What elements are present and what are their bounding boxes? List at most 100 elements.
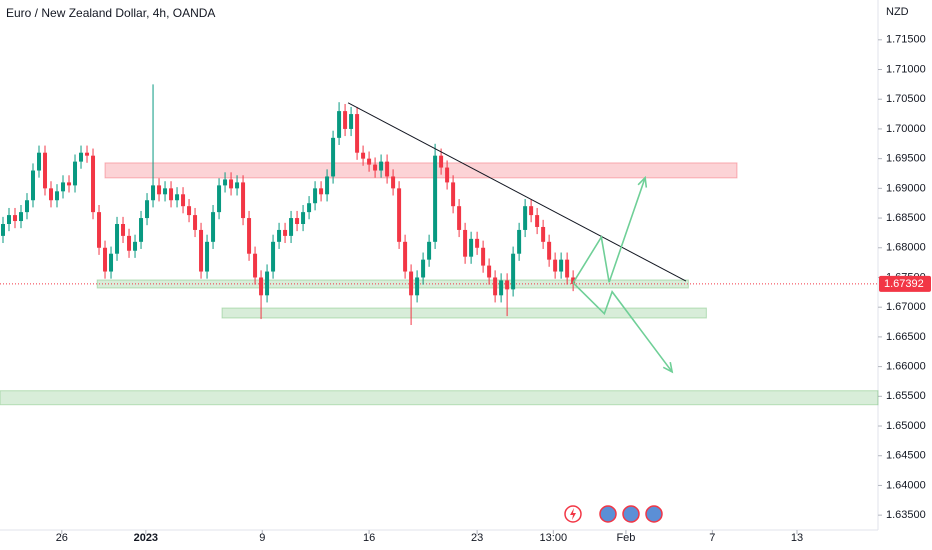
candle-body <box>313 188 318 204</box>
candle-body <box>103 247 108 272</box>
candle-body <box>133 241 138 251</box>
candle-body <box>451 182 456 207</box>
candle-body <box>559 259 564 272</box>
candle-body <box>319 188 324 195</box>
candle-body <box>235 182 240 189</box>
y-tick-label: 1.70000 <box>886 123 926 135</box>
candle-body <box>85 152 90 156</box>
arrow-head <box>637 175 648 188</box>
candle-body <box>109 253 114 272</box>
y-tick-label: 1.68500 <box>886 212 926 224</box>
candle-body <box>229 179 234 189</box>
candle-body <box>31 170 36 201</box>
candle-body <box>355 114 360 153</box>
candle-body <box>415 277 420 296</box>
candle-body <box>253 253 258 278</box>
candle-body <box>475 238 480 248</box>
x-tick-label: 26 <box>56 532 68 544</box>
candle-body <box>481 247 486 266</box>
projection-arrow <box>572 282 673 373</box>
candle-body <box>61 182 66 192</box>
projection-arrow <box>572 177 646 284</box>
candle-body <box>97 212 102 248</box>
y-tick-label: 1.69500 <box>886 153 926 165</box>
candle-body <box>91 155 96 213</box>
y-tick-label: 1.69000 <box>886 182 926 194</box>
candle-body <box>421 259 426 278</box>
candle-body <box>13 215 18 222</box>
x-tick-label: 2023 <box>134 532 158 544</box>
y-axis-label: NZD <box>886 6 909 18</box>
candle-body <box>511 253 516 290</box>
y-tick-label: 1.66000 <box>886 361 926 373</box>
indicator-icons[interactable] <box>564 505 663 523</box>
candle-body <box>361 152 366 159</box>
candle-body <box>529 206 534 216</box>
event-icon[interactable] <box>599 505 617 523</box>
candle-body <box>373 164 378 171</box>
candle-body <box>55 191 60 201</box>
event-icon[interactable] <box>622 505 640 523</box>
candle-body <box>457 206 462 230</box>
y-tick-label: 1.71000 <box>886 63 926 75</box>
candle-body <box>241 182 246 219</box>
last-price-box <box>879 275 931 292</box>
trendline <box>347 102 687 282</box>
candle-body <box>127 235 132 251</box>
candle-body <box>517 229 522 254</box>
candle-body <box>493 277 498 296</box>
y-tick-label: 1.68000 <box>886 242 926 254</box>
candle-body <box>49 188 54 201</box>
candle-body <box>463 229 468 257</box>
candle-body <box>271 241 276 272</box>
price-zone <box>104 162 738 179</box>
candle-body <box>409 271 414 296</box>
candle-body <box>349 114 354 129</box>
alert-icon-bolt <box>570 508 576 520</box>
candle-body <box>211 212 216 242</box>
candle-body <box>505 280 510 290</box>
candle-body <box>7 215 12 225</box>
y-tick-label: 1.70500 <box>886 93 926 105</box>
y-tick-label: 1.63500 <box>886 509 926 521</box>
candle-body <box>499 280 504 296</box>
candle-body <box>403 241 408 272</box>
candle-body <box>259 277 264 296</box>
candle-body <box>379 161 384 171</box>
candle-body <box>25 200 30 213</box>
candle-body <box>307 203 312 213</box>
x-tick-label: 13 <box>791 532 803 544</box>
candle-body <box>37 152 42 171</box>
candle-body <box>397 188 402 242</box>
x-tick-label: 9 <box>259 532 265 544</box>
candle-body <box>121 224 126 236</box>
event-icon[interactable] <box>645 505 663 523</box>
candle-body <box>115 224 120 254</box>
y-tick-label: 1.64000 <box>886 479 926 491</box>
price-zone <box>221 307 707 319</box>
candle-body <box>163 188 168 195</box>
last-price-label: 1.67392 <box>884 278 924 290</box>
candle-body <box>247 218 252 254</box>
arrow-head <box>662 361 674 374</box>
candle-body <box>79 152 84 162</box>
candle-body <box>199 229 204 272</box>
x-tick-label: Feb <box>616 532 635 544</box>
candle-body <box>283 229 288 236</box>
y-tick-label: 1.66500 <box>886 331 926 343</box>
chart-title: Euro / New Zealand Dollar, 4h, OANDA <box>6 6 215 20</box>
candle-body <box>73 161 78 186</box>
candle-body <box>187 206 192 216</box>
candle-body <box>565 259 570 278</box>
candle-body <box>541 226 546 242</box>
candle-body <box>337 111 342 138</box>
candle-body <box>523 206 528 230</box>
candle-body <box>43 152 48 189</box>
candle-body <box>553 259 558 272</box>
x-tick-label: 13:00 <box>540 532 568 544</box>
candle-body <box>295 218 300 225</box>
candle-body <box>385 161 390 177</box>
candle-body <box>445 167 450 183</box>
